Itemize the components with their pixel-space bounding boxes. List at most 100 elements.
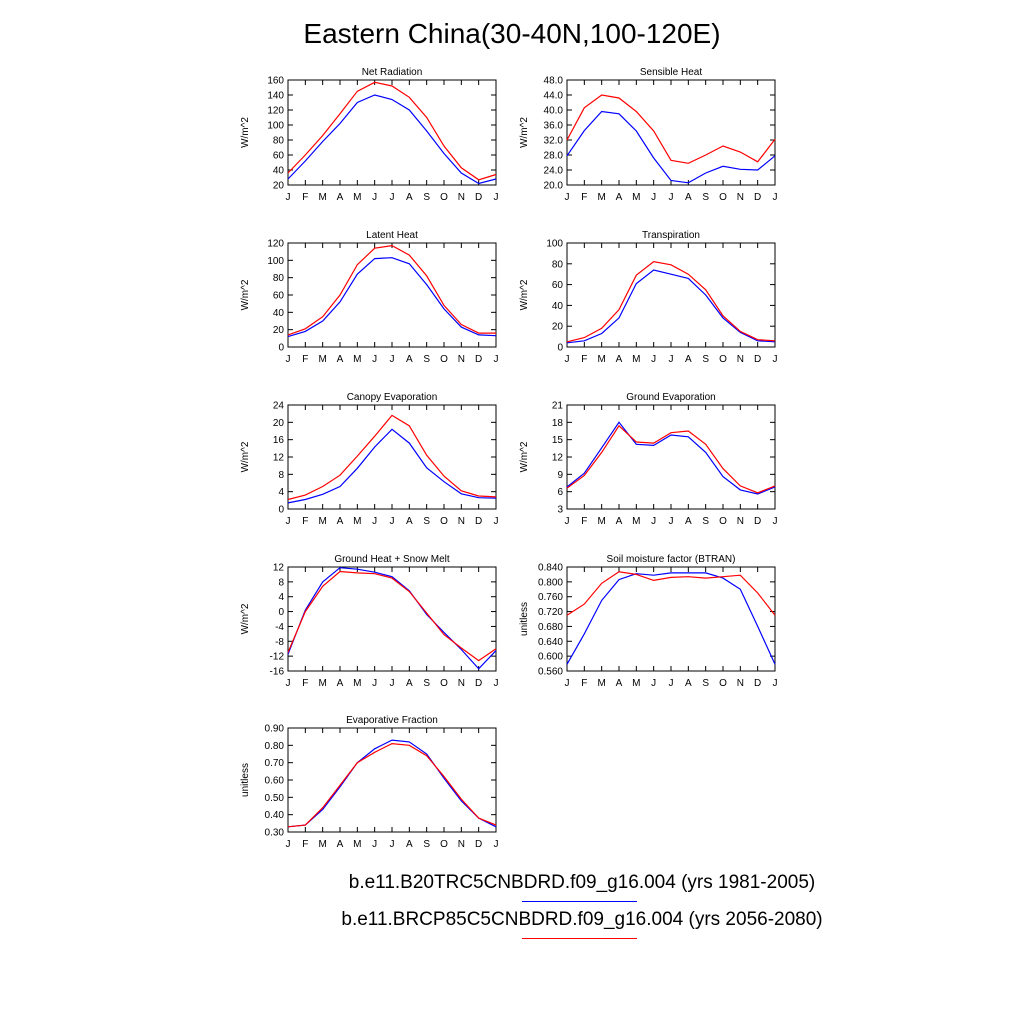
y-tick-label: 48.0 (544, 76, 564, 87)
x-tick-label: A (406, 354, 413, 365)
x-tick-label: O (440, 354, 448, 365)
x-tick-label: J (286, 678, 291, 689)
y-axis-label: unitless (240, 763, 251, 797)
x-tick-label: S (423, 678, 430, 689)
panel-title: Transpiration (642, 230, 700, 241)
y-tick-label: 6 (557, 487, 563, 498)
y-tick-label: 0 (557, 343, 563, 354)
x-tick-label: J (372, 192, 377, 203)
x-tick-label: N (737, 192, 744, 203)
x-tick-label: A (685, 516, 692, 527)
chart-panel-8: Soil moisture factor (BTRAN) 0.560 0.600 0.… (519, 554, 778, 689)
y-tick-label: 12 (552, 453, 564, 464)
y-tick-label: 12 (273, 563, 285, 574)
x-tick-label: D (754, 678, 761, 689)
x-tick-label: J (773, 516, 778, 527)
x-tick-label: M (597, 192, 605, 203)
x-tick-label: J (286, 839, 291, 850)
y-axis-label: W/m^2 (519, 279, 530, 310)
series-line-1 (566, 110, 776, 184)
y-tick-label: -4 (275, 622, 284, 633)
x-tick-label: M (353, 839, 361, 850)
y-tick-label: -12 (270, 652, 285, 663)
y-tick-label: 20 (273, 181, 285, 192)
x-tick-label: A (337, 354, 344, 365)
y-tick-label: 0.800 (538, 577, 563, 588)
y-tick-label: 60 (273, 151, 285, 162)
x-tick-label: F (581, 516, 587, 527)
y-tick-label: 8 (278, 577, 284, 588)
plot-frame (287, 404, 497, 510)
x-tick-label: J (773, 678, 778, 689)
series-line-1 (287, 567, 497, 670)
y-tick-label: 0.40 (265, 810, 285, 821)
y-tick-label: 8 (278, 470, 284, 481)
legend-entry-2-swatch (522, 938, 637, 939)
y-tick-label: 0.60 (265, 776, 285, 787)
x-tick-label: N (458, 516, 465, 527)
x-tick-label: M (632, 678, 640, 689)
x-tick-label: J (494, 192, 499, 203)
y-tick-label: 100 (267, 121, 284, 132)
legend-entry-1-label: b.e11.B20TRC5CNBDRD.f09_g16.004 (yrs 198… (348, 872, 816, 893)
x-tick-label: J (651, 678, 656, 689)
y-tick-label: 21 (552, 401, 564, 412)
series-line-2 (566, 94, 776, 164)
y-tick-label: 24.0 (544, 166, 564, 177)
y-tick-label: 18 (552, 418, 564, 429)
y-tick-label: 0.70 (265, 758, 285, 769)
x-tick-label: O (440, 192, 448, 203)
x-tick-label: J (494, 839, 499, 850)
y-tick-label: 32.0 (544, 136, 564, 147)
x-tick-label: J (669, 192, 674, 203)
x-tick-label: J (390, 678, 395, 689)
x-tick-label: N (458, 354, 465, 365)
series-line-1 (287, 428, 497, 504)
x-tick-label: A (337, 839, 344, 850)
x-tick-label: J (651, 192, 656, 203)
x-tick-label: N (458, 678, 465, 689)
x-tick-label: S (423, 516, 430, 527)
x-tick-label: A (406, 192, 413, 203)
panel-title: Net Radiation (362, 67, 423, 78)
plot-frame (566, 566, 776, 672)
y-tick-label: -8 (275, 637, 284, 648)
panel-title: Latent Heat (366, 230, 418, 241)
panel-title: Canopy Evaporation (347, 392, 438, 403)
x-tick-label: N (737, 516, 744, 527)
panel-title: Sensible Heat (640, 67, 702, 78)
y-axis-label: unitless (519, 602, 530, 636)
x-tick-label: J (565, 192, 570, 203)
x-tick-label: J (286, 192, 291, 203)
y-axis-label: W/m^2 (240, 117, 251, 148)
x-tick-label: O (719, 192, 727, 203)
x-tick-label: D (754, 516, 761, 527)
x-tick-label: A (337, 516, 344, 527)
x-tick-label: M (597, 516, 605, 527)
y-tick-label: 20.0 (544, 181, 564, 192)
x-tick-label: J (390, 839, 395, 850)
y-tick-label: 0 (278, 607, 284, 618)
x-tick-label: J (651, 516, 656, 527)
figure-title: Eastern China(30-40N,100-120E) (303, 18, 721, 49)
x-tick-label: F (302, 354, 308, 365)
x-tick-label: J (494, 678, 499, 689)
x-tick-label: O (719, 516, 727, 527)
y-tick-label: 0.760 (538, 592, 563, 603)
y-tick-label: 120 (267, 106, 284, 117)
series-line-2 (566, 571, 776, 616)
x-tick-label: F (302, 839, 308, 850)
series-line-2 (566, 424, 776, 494)
x-tick-label: M (318, 839, 326, 850)
y-tick-label: 40.0 (544, 106, 564, 117)
x-tick-label: N (737, 354, 744, 365)
y-tick-label: 0.640 (538, 637, 563, 648)
x-tick-label: J (669, 678, 674, 689)
x-tick-label: A (406, 678, 413, 689)
y-tick-label: 40 (273, 166, 285, 177)
x-tick-label: S (423, 354, 430, 365)
